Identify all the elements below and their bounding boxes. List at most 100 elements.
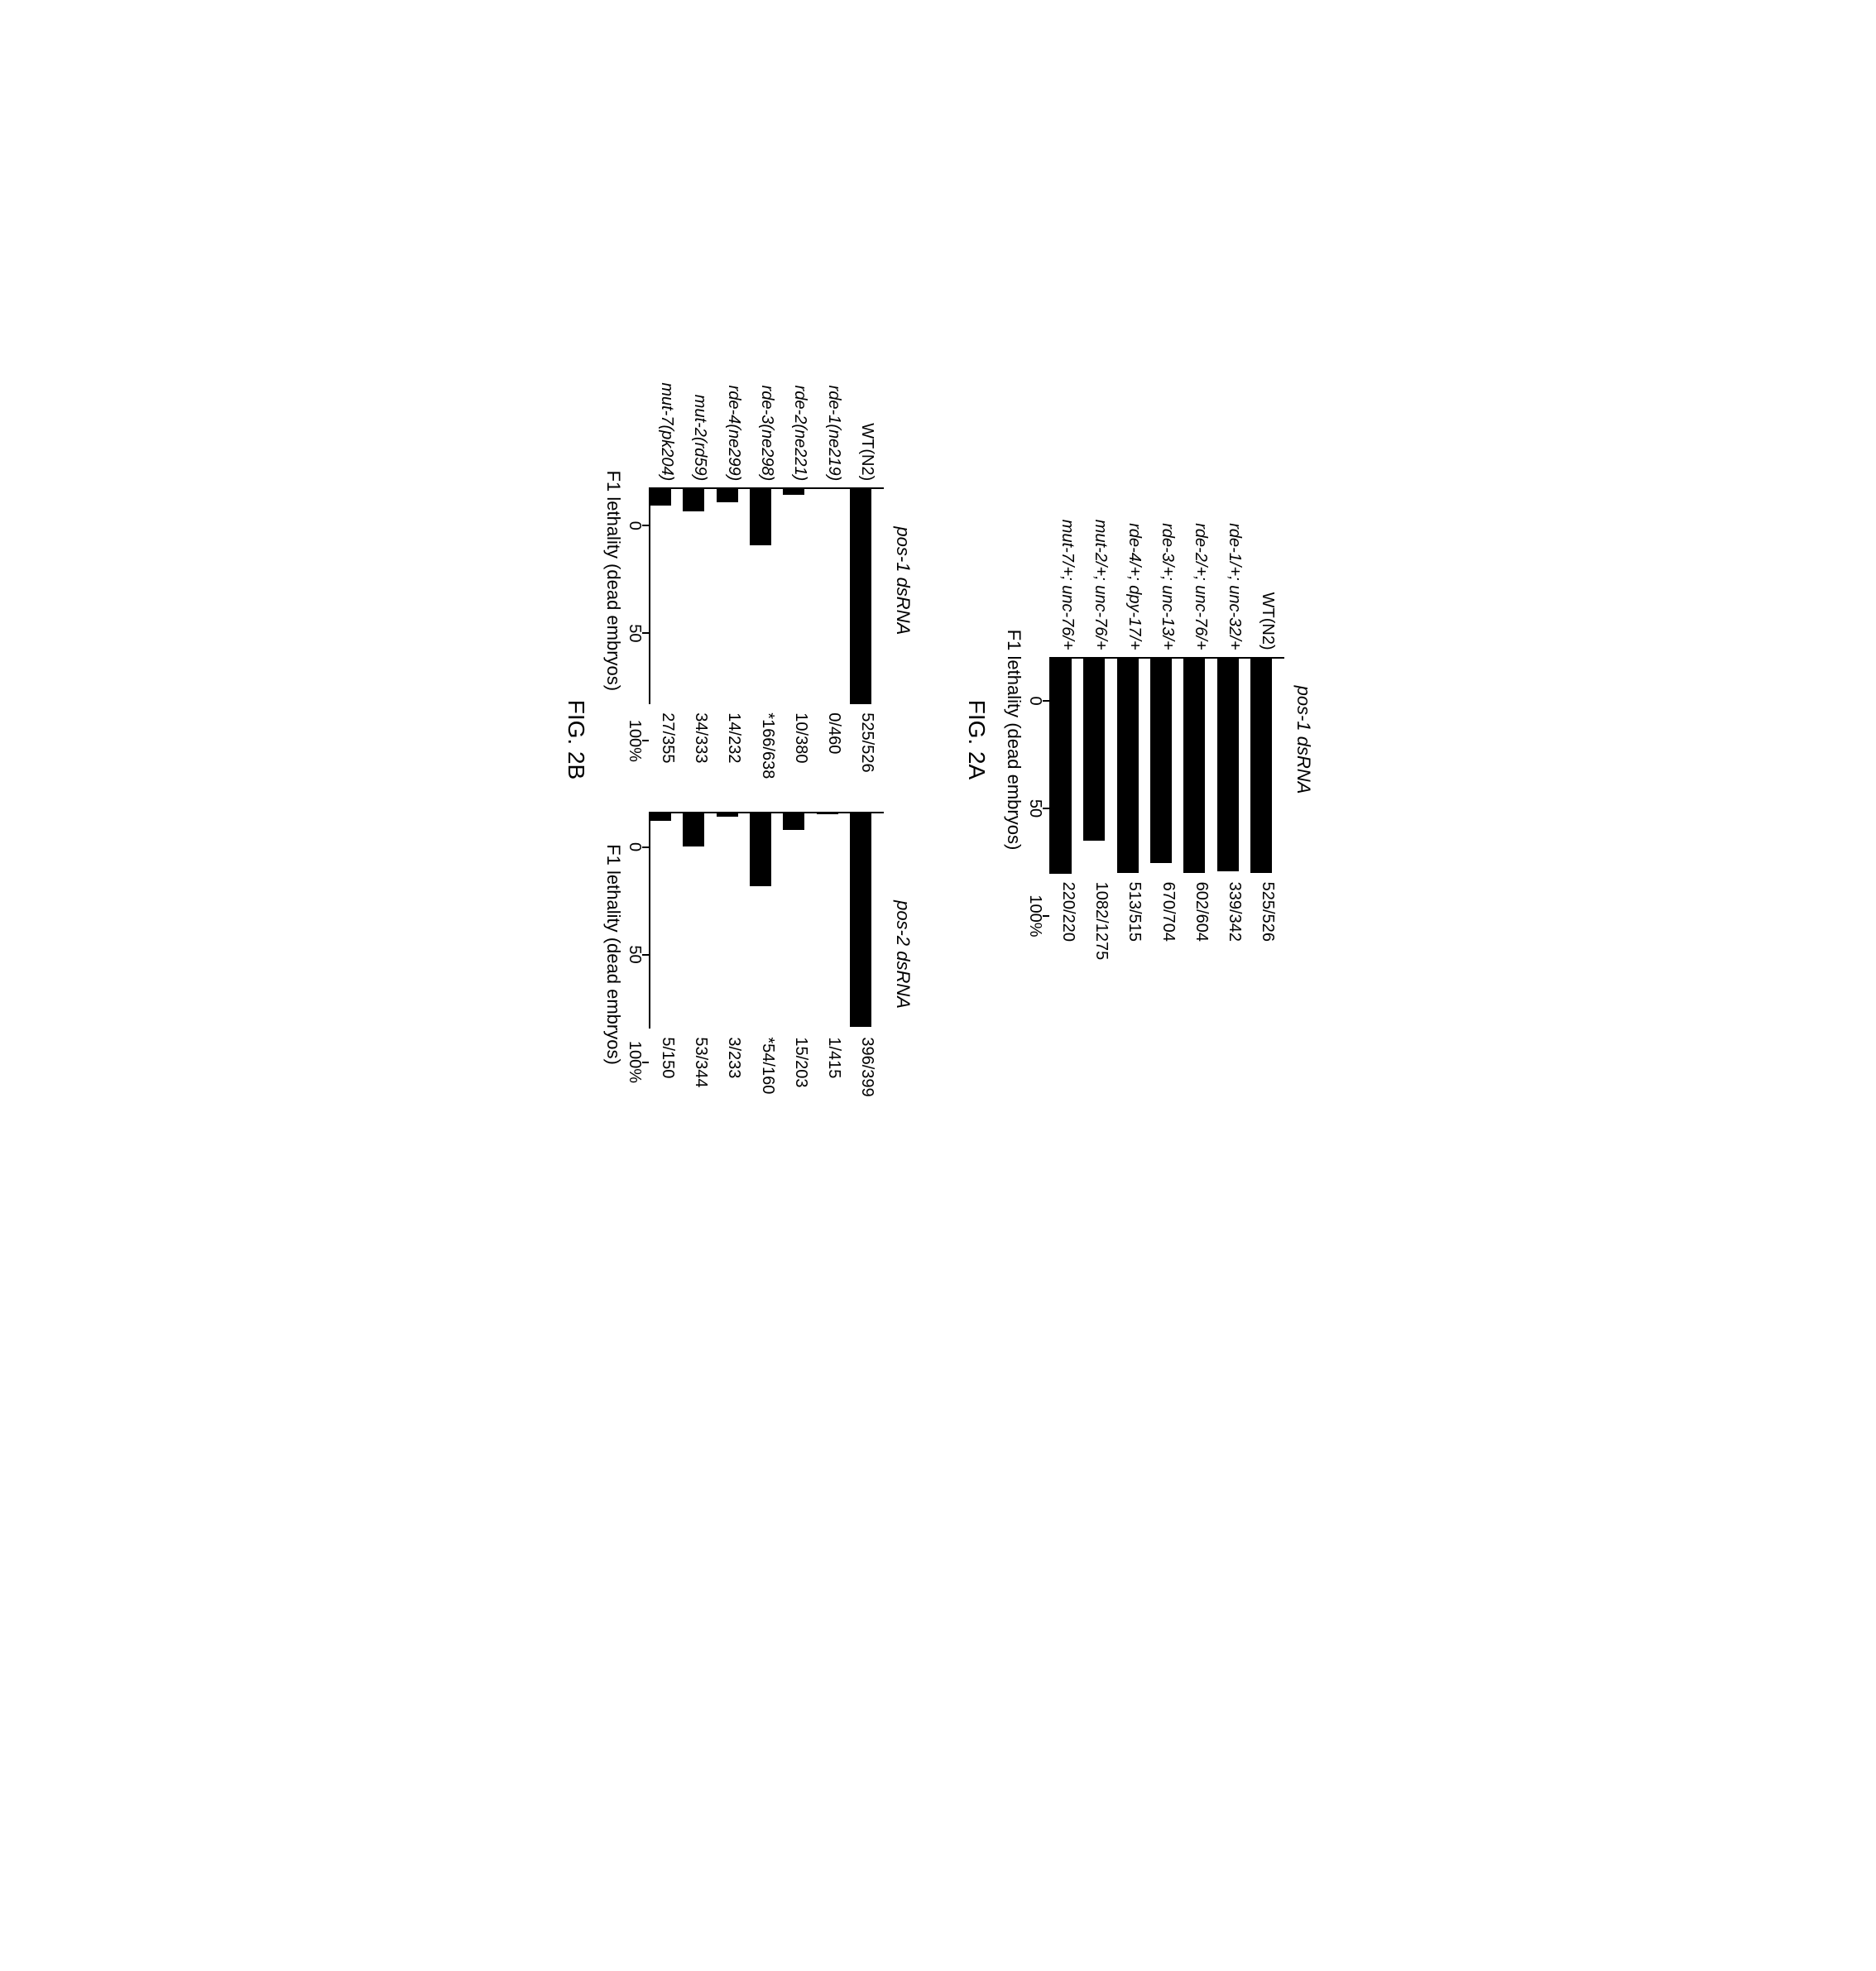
- bar: [716, 813, 737, 816]
- plot-area-2b-right: [649, 812, 884, 1029]
- category-label: rde-3/+; unc-13/+: [1152, 520, 1183, 650]
- category-label: mut-7/+; unc-76/+: [1052, 520, 1083, 650]
- bar: [1183, 659, 1205, 873]
- category-label: rde-4/+; dpy-17/+: [1118, 520, 1149, 650]
- bar: [783, 489, 804, 495]
- figure-label-2b: FIG. 2B: [563, 700, 589, 779]
- bars-2b-left: [637, 489, 884, 704]
- count-label: 220/220: [1052, 882, 1083, 961]
- bar-row: [711, 813, 742, 1029]
- bar-row: [1045, 659, 1077, 874]
- bar: [1250, 659, 1271, 873]
- count-label: *166/638: [751, 712, 783, 779]
- count-label: 339/342: [1218, 882, 1250, 961]
- count-label: 3/233: [717, 1037, 749, 1096]
- bar: [650, 489, 671, 506]
- panel-b-charts: pos-1 dsRNA WT(N2)rde-1(ne219)rde-2(ne22…: [602, 382, 914, 1096]
- bar: [1050, 659, 1072, 874]
- bar-row: [1178, 659, 1210, 874]
- bar-row: [645, 813, 676, 1029]
- x-axis-label-2a: F1 lethality (dead embryos): [1003, 630, 1024, 851]
- x-tick-label: 0: [1025, 696, 1044, 705]
- bar-row: [811, 489, 842, 704]
- bar-row: [745, 489, 776, 704]
- bar-row: [1211, 659, 1243, 874]
- bar: [1216, 659, 1238, 872]
- x-axis-2a: 050100%: [1026, 701, 1049, 916]
- category-label: mut-2(rd59): [684, 382, 716, 481]
- x-tick-label: 0: [625, 521, 644, 530]
- bar-row: [678, 489, 709, 704]
- count-label: 10/380: [784, 712, 816, 779]
- count-label: 525/526: [1251, 882, 1283, 961]
- x-axis-2b-right: 050100%: [626, 847, 649, 1062]
- category-label: mut-7(pk204): [651, 382, 683, 481]
- count-label: 513/515: [1118, 882, 1149, 961]
- chart-fig-2b: pos-1 dsRNA WT(N2)rde-1(ne219)rde-2(ne22…: [563, 243, 914, 1236]
- chart-body-2b-left: WT(N2)rde-1(ne219)rde-2(ne221)rde-3(ne29…: [649, 382, 884, 779]
- chart-title-2b-left: pos-1 dsRNA: [892, 526, 914, 635]
- x-axis-wrapper-2b-right: 050100%: [626, 847, 649, 1062]
- counts-2b-right: 396/3991/41515/203*54/1603/23353/3445/15…: [650, 1029, 884, 1096]
- count-label: 1082/1275: [1085, 882, 1116, 961]
- bar-row: [844, 489, 876, 704]
- count-label: 5/150: [651, 1037, 683, 1096]
- bar: [816, 813, 837, 814]
- category-label: rde-2(ne221): [784, 382, 816, 481]
- count-label: 15/203: [784, 1037, 816, 1096]
- count-label: 34/333: [684, 712, 716, 779]
- x-axis-label-2b-left: F1 lethality (dead embryos): [602, 471, 624, 692]
- bar: [683, 489, 704, 511]
- bar-row: [1111, 659, 1143, 874]
- bar-row: [1145, 659, 1177, 874]
- counts-2a: 525/526339/342602/604670/704513/5151082/…: [1051, 874, 1284, 961]
- x-axis-wrapper-2b-left: 050100%: [626, 420, 649, 741]
- x-axis-label-2b-right: F1 lethality (dead embryos): [602, 844, 624, 1065]
- count-label: 602/604: [1185, 882, 1216, 961]
- bar: [1083, 659, 1105, 842]
- x-axis-2b-left: 050100%: [626, 525, 649, 741]
- bar: [1116, 659, 1138, 873]
- chart-body-2b-right: 396/3991/41515/203*54/1603/23353/3445/15…: [649, 812, 884, 1096]
- category-label: mut-2/+; unc-76/+: [1085, 520, 1116, 650]
- count-label: 1/415: [818, 1037, 849, 1096]
- bars-2a: [1038, 659, 1284, 874]
- bar: [849, 489, 871, 703]
- count-label: 0/460: [818, 712, 849, 779]
- bar-row: [778, 489, 809, 704]
- bar: [650, 813, 671, 821]
- x-axis-wrapper-2a: 050100%: [1026, 563, 1049, 916]
- bar-row: [1245, 659, 1276, 874]
- bar-row: [778, 813, 809, 1029]
- plot-area-2b-left: [649, 487, 884, 704]
- bar: [750, 489, 771, 545]
- category-label: rde-1/+; unc-32/+: [1218, 520, 1250, 650]
- chart-title-2a: pos-1 dsRNA: [1293, 686, 1314, 794]
- category-label: WT(N2): [851, 382, 882, 481]
- category-label: WT(N2): [1251, 520, 1283, 650]
- x-tick-label: 50: [625, 624, 644, 642]
- bar-row: [1078, 659, 1110, 874]
- category-labels-2a: WT(N2)rde-1/+; unc-32/+rde-2/+; unc-76/+…: [1051, 520, 1284, 657]
- category-labels-2b: WT(N2)rde-1(ne219)rde-2(ne221)rde-3(ne29…: [650, 382, 884, 487]
- chart-title-2b-right: pos-2 dsRNA: [892, 900, 914, 1009]
- bar-row: [678, 813, 709, 1029]
- bars-2b-right: [637, 813, 884, 1029]
- bar-row: [844, 813, 876, 1029]
- category-label: rde-2/+; unc-76/+: [1185, 520, 1216, 650]
- figure-label-2a: FIG. 2A: [963, 700, 990, 779]
- plot-area-2a: [1049, 657, 1284, 874]
- bar: [750, 813, 771, 886]
- bar-row: [711, 489, 742, 704]
- bar: [716, 489, 737, 502]
- category-label: rde-1(ne219): [818, 382, 849, 481]
- count-label: 670/704: [1152, 882, 1183, 961]
- count-label: 27/355: [651, 712, 683, 779]
- category-label: rde-4(ne299): [717, 382, 749, 481]
- counts-2b-left: 525/5260/46010/380*166/63814/23234/33327…: [650, 704, 884, 779]
- chart-2b-left: pos-1 dsRNA WT(N2)rde-1(ne219)rde-2(ne22…: [602, 382, 914, 779]
- count-label: *54/160: [751, 1037, 783, 1096]
- x-tick-label: 50: [625, 945, 644, 963]
- chart-2b-right: pos-2 dsRNA 396/3991/41515/203*54/1603/2…: [602, 812, 914, 1096]
- chart-body-2a: WT(N2)rde-1/+; unc-32/+rde-2/+; unc-76/+…: [1049, 520, 1284, 960]
